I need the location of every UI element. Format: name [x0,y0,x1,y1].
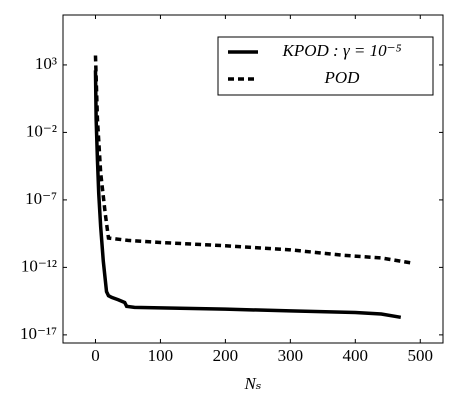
y-tick-label: 10³ [35,54,57,73]
legend-label: KPOD : γ = 10⁻⁵ [282,41,402,60]
plot-frame [62,14,444,344]
x-tick-label: 300 [278,346,304,365]
y-tick-label: 10⁻¹⁷ [20,324,57,343]
x-tick-label: 0 [91,346,100,365]
x-tick-label: 200 [213,346,239,365]
series-line [93,55,415,266]
y-tick-label: 10⁻⁷ [25,189,57,208]
x-tick-label: 400 [343,346,369,365]
legend: KPOD : γ = 10⁻⁵ POD [217,36,434,96]
legend-box [217,36,434,96]
y-tick-label: 10⁻² [26,121,57,140]
x-tick-label: 100 [148,346,174,365]
y-tick-label: 10⁻¹² [21,256,57,275]
x-axis-label: Nₛ [243,374,261,393]
legend-label: POD [324,68,361,87]
x-tick-label: 500 [408,346,434,365]
series-line [93,70,402,320]
